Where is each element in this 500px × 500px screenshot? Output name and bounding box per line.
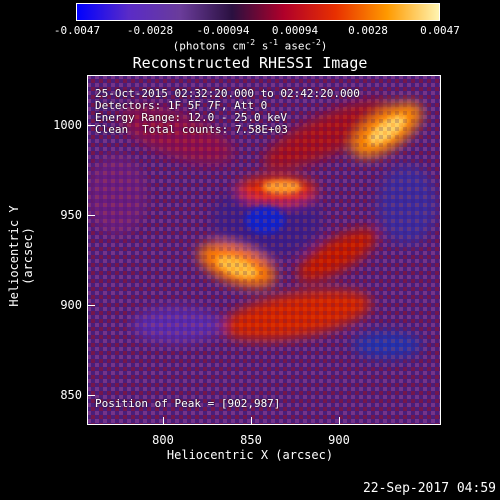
colorbar-units: (photons cm-2 s-1 asec-2) bbox=[172, 38, 328, 53]
annotation-method-label: Clean bbox=[95, 123, 129, 136]
colorbar-tick-label: 0.0028 bbox=[348, 24, 388, 37]
y-tick-label: 900 bbox=[60, 298, 82, 312]
colorbar-tick-label: -0.00094 bbox=[196, 24, 250, 37]
x-axis-label: Heliocentric X (arcsec) bbox=[166, 448, 334, 462]
y-tick-mark bbox=[87, 305, 95, 306]
annotation-method: Clean Total counts: 7.58E+03 bbox=[95, 123, 288, 136]
x-tick-mark bbox=[163, 417, 164, 425]
annotation-energy: Energy Range: 12.0 - 25.0 keV bbox=[95, 111, 288, 124]
y-tick-label: 1000 bbox=[53, 118, 82, 132]
colorbar-tick-label: -0.0028 bbox=[126, 24, 174, 37]
image-title: Reconstructed RHESSI Image bbox=[132, 54, 368, 72]
y-tick-mark bbox=[87, 215, 95, 216]
rhessi-image bbox=[87, 75, 441, 425]
x-tick-label: 850 bbox=[240, 433, 262, 447]
x-tick-label: 800 bbox=[152, 433, 174, 447]
annotation-detectors: Detectors: 1F 5F 7F, Att 0 bbox=[95, 99, 268, 112]
annotation-time: 25-Oct-2015 02:32:20.000 to 02:42:20.000 bbox=[95, 87, 360, 100]
timestamp-footer: 22-Sep-2017 04:59 bbox=[362, 481, 496, 496]
x-tick-mark bbox=[251, 417, 252, 425]
y-axis-label: Heliocentric Y (arcsec) bbox=[7, 205, 35, 307]
y-tick-label: 850 bbox=[60, 388, 82, 402]
y-tick-mark bbox=[87, 125, 95, 126]
annotation-peak: Position of Peak = [902,987] bbox=[95, 397, 281, 410]
y-tick-mark bbox=[87, 395, 95, 396]
x-tick-label: 900 bbox=[328, 433, 350, 447]
y-tick-label: 950 bbox=[60, 208, 82, 222]
plot-frame bbox=[87, 75, 441, 425]
colorbar bbox=[76, 3, 440, 21]
x-tick-mark bbox=[339, 417, 340, 425]
colorbar-tick-label: -0.0047 bbox=[53, 24, 101, 37]
annotation-counts: Total counts: 7.58E+03 bbox=[142, 123, 288, 136]
colorbar-tick-label: 0.00094 bbox=[271, 24, 319, 37]
colorbar-tick-label: 0.0047 bbox=[420, 24, 460, 37]
